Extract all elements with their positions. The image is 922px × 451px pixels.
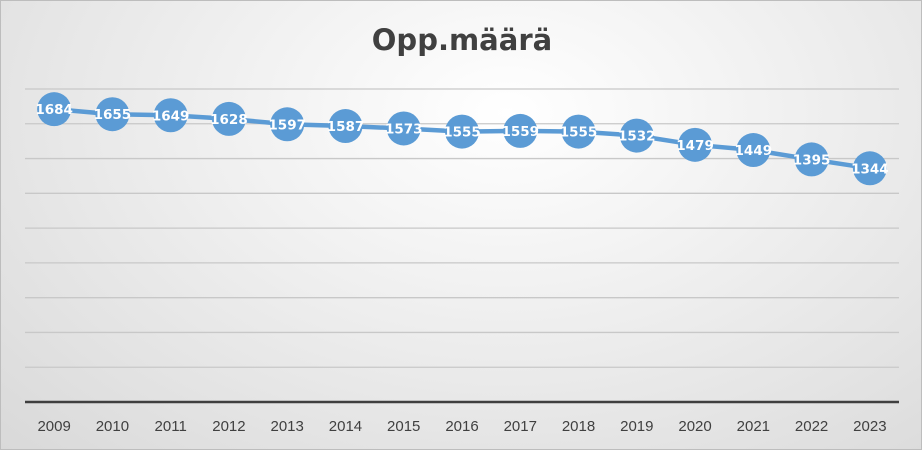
data-label: 1649 xyxy=(152,108,190,124)
x-tick-label: 2019 xyxy=(620,418,653,435)
x-tick-label: 2022 xyxy=(795,418,828,435)
data-point xyxy=(619,118,654,153)
data-point xyxy=(561,114,596,149)
x-tick-label: 2013 xyxy=(271,418,304,435)
data-point xyxy=(736,133,771,168)
data-point xyxy=(678,127,713,162)
data-label: 1597 xyxy=(268,117,306,133)
data-label: 1555 xyxy=(560,125,598,141)
data-label: 1479 xyxy=(676,138,714,154)
x-tick-label: 2017 xyxy=(504,418,537,435)
data-label: 1587 xyxy=(327,119,365,135)
data-point xyxy=(328,109,363,144)
data-label: 1344 xyxy=(851,161,889,177)
x-tick-label: 2020 xyxy=(678,418,711,435)
data-point xyxy=(445,114,479,149)
data-point xyxy=(270,107,305,142)
data-point xyxy=(852,151,887,186)
x-tick-label: 2014 xyxy=(329,418,362,435)
data-point xyxy=(794,142,829,177)
data-label: 1559 xyxy=(501,124,539,140)
x-tick-label: 2012 xyxy=(212,418,245,435)
x-tick-label: 2018 xyxy=(562,418,595,435)
chart-title: Opp.määrä xyxy=(371,23,553,57)
x-tick-label: 2016 xyxy=(445,418,478,435)
data-point xyxy=(153,98,188,133)
data-label: 1573 xyxy=(385,121,423,137)
data-label: 1628 xyxy=(210,112,248,128)
x-tick-label: 2009 xyxy=(37,418,70,435)
x-tick-label: 2015 xyxy=(387,418,420,435)
data-label: 1555 xyxy=(443,125,481,141)
data-label: 1532 xyxy=(618,129,656,145)
data-point xyxy=(37,92,72,127)
data-point xyxy=(386,111,421,146)
data-label: 1684 xyxy=(35,102,73,118)
x-tick-label: 2011 xyxy=(155,418,187,435)
data-label: 1449 xyxy=(735,143,773,159)
data-point xyxy=(503,113,538,148)
data-point xyxy=(95,97,130,132)
x-tick-label: 2010 xyxy=(96,418,129,435)
data-label: 1395 xyxy=(793,152,831,168)
data-label: 1655 xyxy=(94,107,132,123)
x-tick-label: 2023 xyxy=(853,418,886,435)
data-point xyxy=(211,101,246,136)
x-tick-label: 2021 xyxy=(737,418,770,435)
